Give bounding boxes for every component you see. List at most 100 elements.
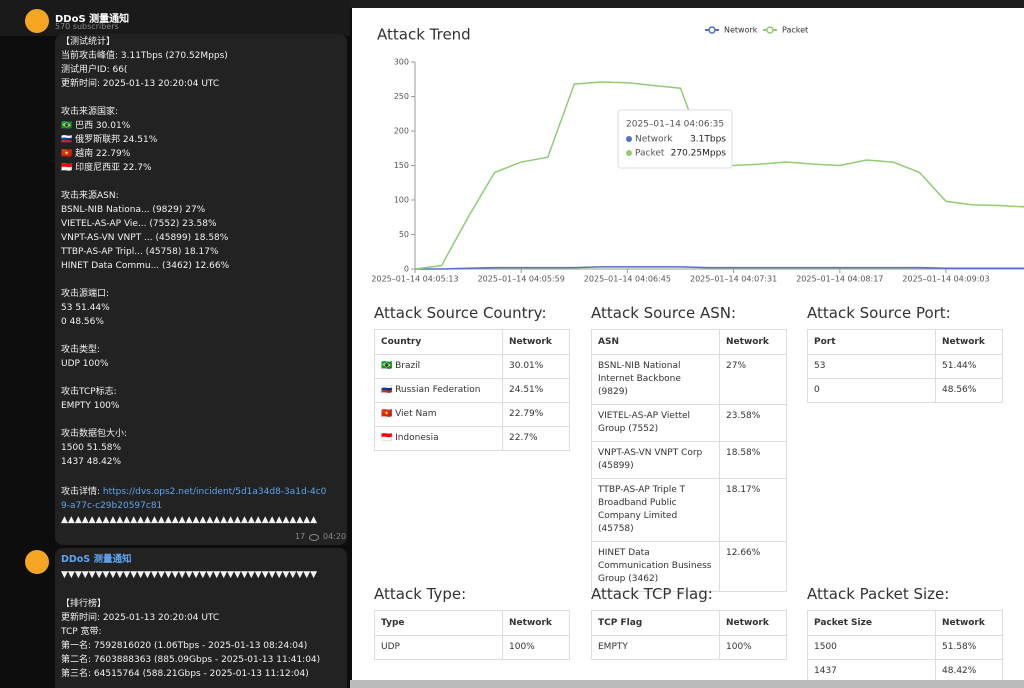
text-line: UDP 100% bbox=[61, 359, 109, 369]
avatar bbox=[25, 9, 49, 33]
eye-icon bbox=[309, 534, 319, 541]
sender: DDoS 测量通知 bbox=[61, 554, 132, 565]
table-cell: 53 bbox=[807, 354, 936, 379]
table-cell: EMPTY bbox=[591, 635, 720, 660]
tooltip-dot bbox=[626, 136, 632, 142]
header-cell: Type bbox=[374, 610, 503, 636]
section-title: Attack TCP Flag: bbox=[591, 585, 713, 603]
section-title: Attack Source Port: bbox=[807, 304, 951, 322]
header-cell: Network bbox=[502, 610, 570, 636]
table-row: 1500 51.58% bbox=[807, 635, 1003, 660]
text-block: 攻击源端口: 53 51.44% 0 48.56% bbox=[61, 287, 341, 329]
x-tick-label: 2025–01–14 04:08:17 bbox=[796, 275, 883, 284]
table-cell: 1500 bbox=[807, 635, 936, 660]
data-table: Country Network 🇧🇷 Brazil 30.01% 🇷🇺 Russian … bbox=[374, 329, 570, 451]
table-cell: 🇧🇷 Brazil bbox=[374, 354, 503, 379]
text-line: EMPTY 100% bbox=[61, 401, 120, 411]
header-row: ASN Network bbox=[591, 329, 787, 355]
table-cell: 51.44% bbox=[935, 354, 1003, 379]
detail-link[interactable]: https://dvs.ops2.net/incident/5d1a34d8-3… bbox=[61, 487, 327, 511]
header-cell: Network bbox=[719, 329, 787, 355]
table-cell: 🇮🇩 Indonesia bbox=[374, 426, 503, 451]
table-row: 53 51.44% bbox=[807, 354, 1003, 379]
message-body: 【排行榜】更新时间: 2025-01-13 20:20:04 UTC TCP 宽带… bbox=[61, 597, 320, 681]
table-row: 🇮🇩 Indonesia 22.7% bbox=[374, 426, 570, 451]
section-title: Attack Source Country: bbox=[374, 304, 547, 322]
text-line: 攻击源端口: bbox=[61, 289, 110, 299]
header-cell: ASN bbox=[591, 329, 720, 355]
header-cell: Network bbox=[719, 610, 787, 636]
chart-title: Attack Trend bbox=[377, 26, 471, 44]
arrow-line: ▲▲▲▲▲▲▲▲▲▲▲▲▲▲▲▲▲▲▲▲▲▲▲▲▲▲▲▲▲▲▲▲▲▲▲▲▲ bbox=[61, 515, 318, 525]
text-line: 【排行榜】 bbox=[61, 599, 107, 609]
text-line: 1500 51.58% bbox=[61, 443, 122, 453]
legend-label: Packet bbox=[782, 26, 808, 35]
table-cell: 51.58% bbox=[935, 635, 1003, 660]
table-row: 🇻🇳 Viet Nam 22.79% bbox=[374, 402, 570, 427]
table-cell: 27% bbox=[719, 354, 787, 405]
text-block: 攻击类型: UDP 100% bbox=[61, 343, 341, 371]
tooltip-title: 2025–01–14 04:06:35 bbox=[626, 120, 724, 130]
table-row: UDP 100% bbox=[374, 635, 570, 660]
tooltip-name: Packet bbox=[635, 149, 665, 159]
y-tick-label: 50 bbox=[399, 230, 409, 239]
tooltip-dot bbox=[626, 150, 632, 156]
views: 17 bbox=[295, 532, 306, 541]
text-line: HINET Data Commu... (3462) 12.66% bbox=[61, 261, 230, 271]
x-tick-label: 2025–01–14 04:09:03 bbox=[902, 275, 989, 284]
table-row: TTBP-AS-AP Triple T Broadband Public Com… bbox=[591, 478, 787, 542]
header-cell: Port bbox=[807, 329, 936, 355]
table-cell: 100% bbox=[502, 635, 570, 660]
text-line: 测试用户ID: 66( bbox=[61, 65, 128, 75]
text-block: 【测试统计】 当前攻击峰值: 3.11Tbps (270.52Mpps) 测试用户I… bbox=[61, 35, 341, 91]
time: 04:20 bbox=[323, 532, 347, 541]
text-line: 0 48.56% bbox=[61, 317, 104, 327]
table-cell: VNPT-AS-VN VNPT Corp (45899) bbox=[591, 441, 720, 479]
message-body: 【测试统计】 当前攻击峰值: 3.11Tbps (270.52Mpps) 测试用户I… bbox=[61, 35, 341, 483]
channel-name: DDoS 测量通知 bbox=[55, 14, 130, 25]
subscribers: 570 subscribers bbox=[55, 22, 119, 31]
section-title: Attack Packet Size: bbox=[807, 585, 950, 603]
x-tick-label: 2025–01–14 04:06:45 bbox=[584, 275, 671, 284]
table-cell: BSNL-NIB National Internet Backbone (982… bbox=[591, 354, 720, 405]
table-cell: 0 bbox=[807, 378, 936, 403]
section-title: Attack Type: bbox=[374, 585, 467, 603]
window-bar bbox=[350, 0, 1024, 8]
header-row: TCP Flag Network bbox=[591, 610, 787, 636]
section-title: Attack Source ASN: bbox=[591, 304, 736, 322]
header-row: Country Network bbox=[374, 329, 570, 355]
table-cell: VIETEL-AS-AP Viettel Group (7552) bbox=[591, 404, 720, 442]
header-cell: Network bbox=[935, 610, 1003, 636]
header-cell: Network bbox=[935, 329, 1003, 355]
table-cell: 18.58% bbox=[719, 441, 787, 479]
x-tick-label: 2025–01–14 04:07:31 bbox=[690, 275, 777, 284]
x-tick-label: 2025–01–14 04:05:13 bbox=[371, 275, 458, 284]
detail-line: 攻击详情: https://dvs.ops2.net/incident/5d1a… bbox=[61, 485, 331, 513]
text-block: 攻击来源国家: 🇧🇷 巴西 30.01% 🇷🇺 俄罗斯联邦 24.51% 🇻🇳 越南 … bbox=[61, 105, 341, 175]
data-table: Type Network UDP 100% bbox=[374, 610, 570, 660]
table-cell: 22.7% bbox=[502, 426, 570, 451]
text-line: TTBP-AS-AP Tripl... (45758) 18.17% bbox=[61, 247, 219, 257]
data-table: ASN Network BSNL-NIB National Internet Bac… bbox=[591, 329, 787, 592]
text-line: 🇷🇺 俄罗斯联邦 24.51% bbox=[61, 135, 158, 145]
table-cell: HINET Data Communication Business Group … bbox=[591, 541, 720, 592]
table-cell: 23.58% bbox=[719, 404, 787, 442]
text-line: 第二名: 7603888363 (885.09Gbps - 2025-01-13… bbox=[61, 655, 321, 665]
text-line: 更新时间: 2025-01-13 20:20:04 UTC bbox=[61, 613, 220, 623]
header-cell: Packet Size bbox=[807, 610, 936, 636]
table-cell: 🇻🇳 Viet Nam bbox=[374, 402, 503, 427]
text-line: 更新时间: 2025-01-13 20:20:04 UTC bbox=[61, 79, 220, 89]
text-line: BSNL-NIB Nationa... (9829) 27% bbox=[61, 205, 206, 215]
header-row: Port Network bbox=[807, 329, 1003, 355]
text-line: TCP 宽带: bbox=[61, 627, 102, 637]
text-line: 攻击数据包大小: bbox=[61, 429, 128, 439]
table-cell: 24.51% bbox=[502, 378, 570, 403]
text-line: 53 51.44% bbox=[61, 303, 110, 313]
header-cell: TCP Flag bbox=[591, 610, 720, 636]
data-table: TCP Flag Network EMPTY 100% bbox=[591, 610, 787, 660]
text-line: 第一名: 7592816020 (1.06Tbps - 2025-01-13 0… bbox=[61, 641, 308, 651]
text-line: 🇮🇩 印度尼西亚 22.7% bbox=[61, 163, 152, 173]
text-line: 当前攻击峰值: 3.11Tbps (270.52Mpps) bbox=[61, 51, 228, 61]
table-cell: TTBP-AS-AP Triple T Broadband Public Com… bbox=[591, 478, 720, 542]
